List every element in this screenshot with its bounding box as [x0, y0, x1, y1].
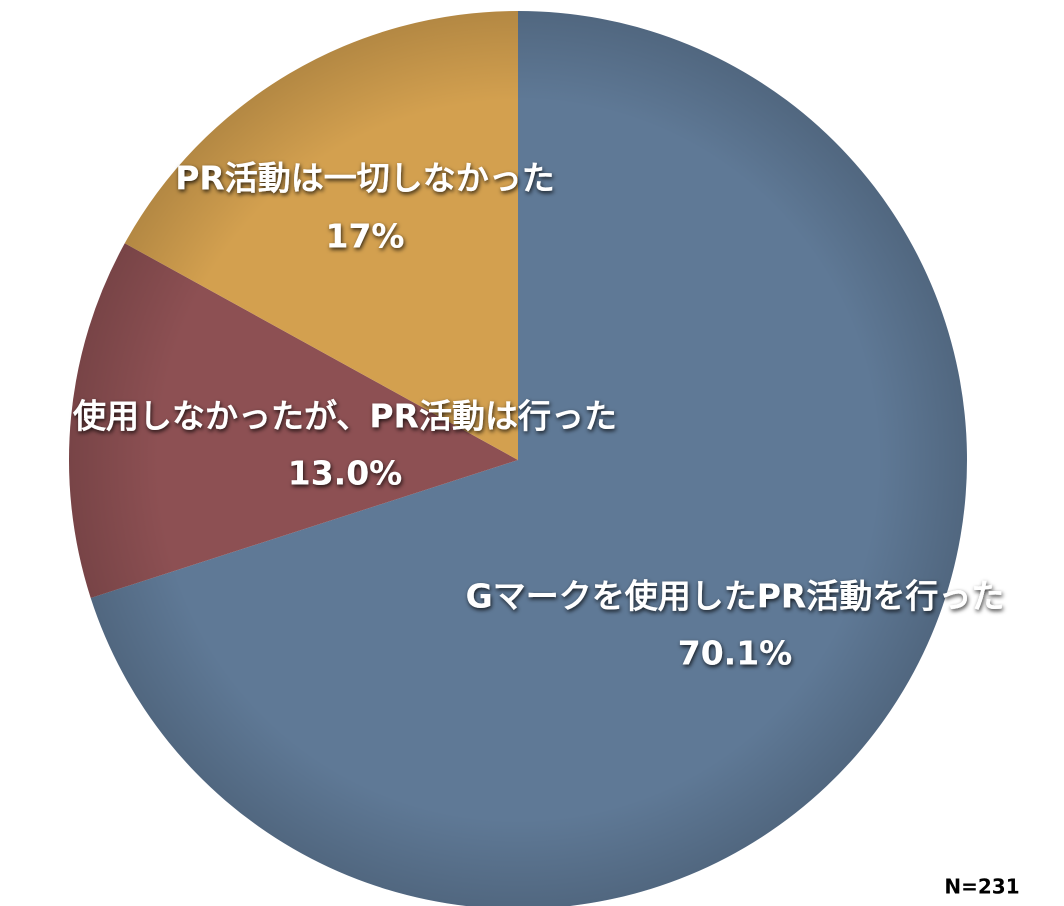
annotation: N=231: [944, 875, 1019, 899]
slice-label: PR活動は一切しなかった: [175, 159, 555, 198]
value-label: 13.0%: [288, 454, 403, 493]
slice-label: Gマークを使用したPR活動を行った: [466, 577, 1005, 616]
slice-label: 使用しなかったが、PR活動は行った: [73, 397, 617, 436]
value-label: 17%: [326, 217, 405, 256]
value-label: 70.1%: [678, 634, 793, 673]
